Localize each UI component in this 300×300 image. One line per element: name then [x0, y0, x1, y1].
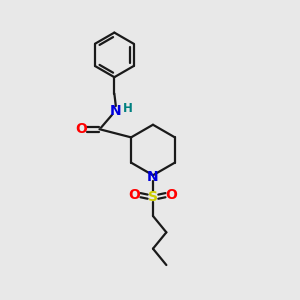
Text: O: O: [129, 188, 140, 202]
Text: S: S: [148, 190, 158, 204]
Text: O: O: [166, 188, 177, 202]
Text: N: N: [110, 104, 122, 118]
Text: N: N: [147, 170, 159, 184]
Text: O: O: [75, 122, 87, 136]
Text: H: H: [123, 102, 133, 115]
